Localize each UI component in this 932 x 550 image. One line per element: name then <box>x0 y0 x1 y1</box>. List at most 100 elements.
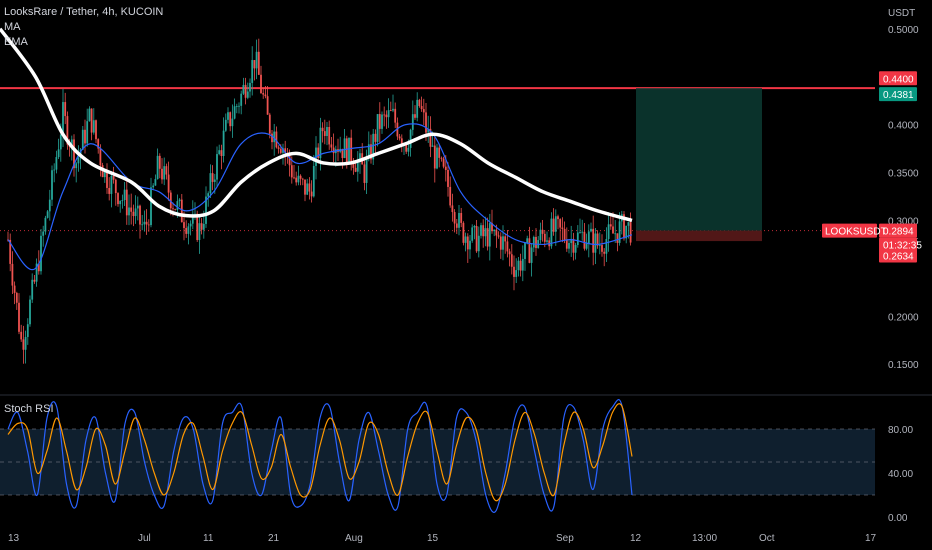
candle-body <box>205 196 207 224</box>
candle-body <box>310 191 313 197</box>
candle-body <box>110 176 113 194</box>
candle-body <box>442 158 445 167</box>
candle-body <box>526 238 529 243</box>
candle-body <box>194 213 196 215</box>
candle-body <box>271 133 273 143</box>
candle-body <box>143 221 146 225</box>
axes-layer: USDT0.50000.40000.35000.30000.27850.2000… <box>8 8 922 544</box>
candle-body <box>154 179 157 186</box>
candle-body <box>301 178 304 180</box>
candle-body <box>535 236 537 249</box>
indicator-ma-label[interactable]: MA <box>4 21 21 33</box>
candle-body <box>312 165 315 197</box>
candle-body <box>508 251 511 255</box>
candle-body <box>348 137 350 165</box>
candle-body <box>141 224 144 226</box>
candle-body <box>51 170 53 200</box>
candle-body <box>15 292 18 303</box>
candle-body <box>427 128 430 133</box>
candle-body <box>524 242 526 259</box>
price-badge: 0.4381 <box>879 87 917 102</box>
candle-body <box>150 187 152 226</box>
candle-body <box>565 239 568 249</box>
candle-body <box>92 120 95 133</box>
candle-body <box>18 302 20 332</box>
candle-body <box>57 149 60 158</box>
candle-body <box>260 74 262 94</box>
y-tick-label: 0.1500 <box>888 360 919 371</box>
candle-body <box>180 199 183 223</box>
candle-body <box>86 121 89 144</box>
x-tick-label: Sep <box>556 533 574 544</box>
stoch-rsi-label[interactable]: Stoch RSI <box>4 403 54 415</box>
candle-body <box>211 173 214 182</box>
candle-body <box>480 225 482 236</box>
candle-body <box>209 173 212 194</box>
indicator-ema-label[interactable]: EMA <box>4 36 28 48</box>
candle-body <box>9 239 12 264</box>
stoch-rsi-pane <box>0 398 875 513</box>
candle-body <box>108 187 111 194</box>
price-badge: 0.2894 <box>879 223 917 238</box>
candle-body <box>345 138 348 165</box>
candle-body <box>420 106 423 110</box>
candle-body <box>330 144 333 148</box>
candle-body <box>425 112 427 133</box>
indicator-lines <box>0 27 633 271</box>
candle-body <box>579 232 581 233</box>
candle-body <box>378 114 381 129</box>
candle-body <box>392 108 394 111</box>
candle-body <box>453 212 456 224</box>
candle-body <box>359 153 361 162</box>
candle-body <box>284 148 287 154</box>
candle-body <box>156 155 159 180</box>
candle-body <box>114 179 117 194</box>
candle-body <box>502 236 504 250</box>
y-axis-unit: USDT <box>888 8 915 19</box>
candle-body <box>444 166 447 170</box>
candle-body <box>257 51 260 75</box>
candle-body <box>178 199 181 202</box>
candle-body <box>319 127 322 158</box>
candle-body <box>541 229 544 234</box>
candle-body <box>614 233 617 235</box>
candle-body <box>473 226 476 228</box>
candle-body <box>568 243 570 249</box>
ma-line <box>0 27 633 223</box>
candle-body <box>554 216 557 232</box>
candle-body <box>576 232 579 245</box>
candle-body <box>499 236 502 250</box>
y-tick-label: 0.3500 <box>888 169 919 180</box>
candle-body <box>616 233 619 243</box>
candle-body <box>574 244 577 253</box>
candle-body <box>343 138 346 158</box>
candle-body <box>183 222 185 228</box>
candle-body <box>46 211 49 218</box>
candle-body <box>352 161 355 168</box>
x-tick-label: 15 <box>427 533 439 544</box>
x-tick-label: Aug <box>345 533 363 544</box>
x-tick-label: Oct <box>759 533 775 544</box>
candle-body <box>394 108 397 123</box>
candle-body <box>264 94 267 97</box>
candle-body <box>35 263 38 282</box>
candle-body <box>570 238 573 244</box>
candle-body <box>493 229 496 232</box>
candle-body <box>266 96 269 115</box>
price-badge: 0.2634 <box>879 248 917 263</box>
candle-body <box>185 227 188 234</box>
candle-body <box>231 118 234 127</box>
candle-body <box>486 228 489 247</box>
y-tick-label: 0.5000 <box>888 25 919 36</box>
candle-body <box>40 235 42 272</box>
candle-body <box>161 168 163 180</box>
rsi-tick-label: 40.00 <box>888 469 913 480</box>
candle-body <box>517 260 520 271</box>
candle-body <box>326 127 328 137</box>
candle-body <box>451 205 454 213</box>
candle-body <box>103 170 106 178</box>
candle-body <box>213 179 216 182</box>
candle-body <box>323 131 326 137</box>
candle-body <box>218 150 221 155</box>
